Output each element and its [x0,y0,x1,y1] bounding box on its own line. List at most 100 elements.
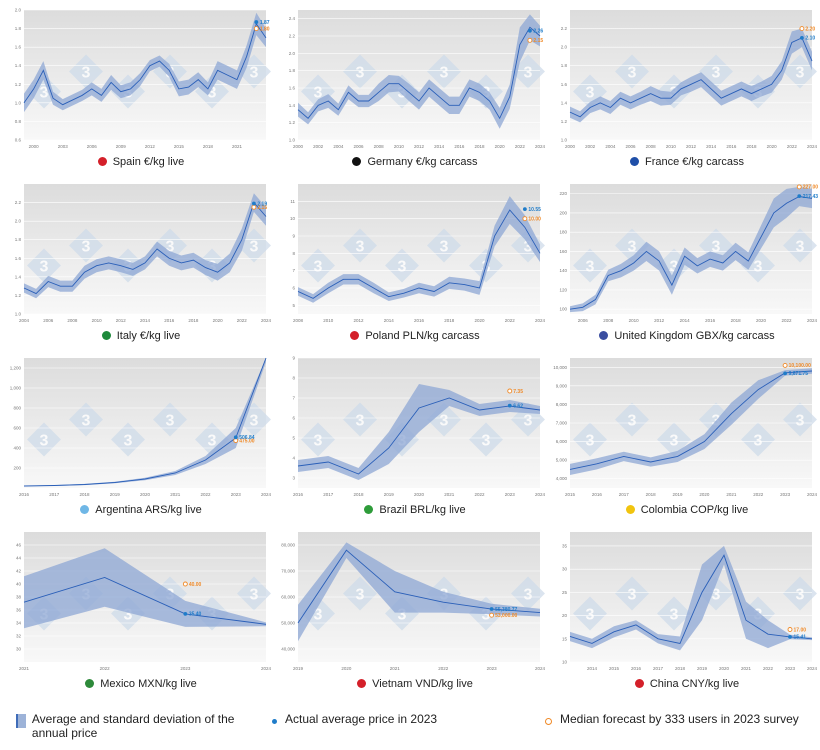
x-tick-label: 2016 [454,144,465,149]
x-tick-label: 2024 [535,318,546,323]
x-tick-label: 2000 [29,144,40,149]
x-tick-label: 2024 [261,318,272,323]
y-tick-label: 1.6 [289,86,296,91]
y-tick-label: 1.6 [15,256,22,261]
chart-svg: 3333333456789201620172018201920202021202… [292,356,545,498]
y-tick-label: 10 [562,660,568,665]
mean-line [23,357,267,487]
x-tick-label: 2022 [100,666,111,671]
forecast-marker [507,388,513,394]
watermark-text: 3 [124,433,133,450]
y-tick-label: 0.8 [15,119,22,124]
mean-line [569,554,813,644]
watermark-text: 3 [628,413,637,430]
chart-svg: 3333331.01.21.41.61.82.02.22.42000200220… [289,10,546,149]
actual-label: 10.55 [528,207,541,213]
y-tick-label: 5 [292,303,295,308]
y-tick-label: 20 [562,613,568,618]
forecast-marker [253,26,259,32]
watermark-text: 3 [82,65,91,82]
x-tick-label: 2004 [19,318,30,323]
y-tick-label: 60,000 [281,595,295,600]
watermark-text: 3 [440,239,449,256]
y-tick-label: 1.8 [15,26,22,31]
x-tick-label: 2012 [654,318,665,323]
caption-text: Brazil BRL/kg live [379,504,466,516]
y-tick-label: 0.6 [15,138,22,143]
x-tick-label: 2022 [763,666,774,671]
watermark-text: 3 [796,65,805,82]
x-tick-label: 2018 [474,144,485,149]
forecast-marker [522,216,528,222]
watermark-text: 3 [712,65,721,82]
watermark-text: 3 [524,413,533,430]
y-tick-label: 1.0 [15,100,22,105]
y-tick-label: 1.4 [15,63,22,68]
watermark-text: 3 [356,413,365,430]
x-tick-label: 2016 [631,666,642,671]
x-tick-label: 2012 [686,144,697,149]
legend-band-label: Average and standard deviation of the an… [31,712,235,740]
x-tick-label: 2018 [746,144,757,149]
x-tick-label: 2022 [782,318,793,323]
y-tick-label: 2.0 [561,45,568,50]
chart-caption: Mexico MXN/kg live [6,678,276,690]
actual-marker [252,201,256,206]
caption-text: France €/kg carcass [644,156,745,168]
caption-text: Mexico MXN/kg live [100,678,197,690]
watermark-text: 3 [628,239,637,256]
x-tick-label: 2021 [741,666,752,671]
x-tick-label: 2002 [585,144,596,149]
legend-band-swatch [16,714,26,728]
actual-label: 55,380.77 [495,607,517,613]
x-tick-label: 2020 [341,666,352,671]
chart-panel-4: 3333335678910112008201020122014201620182… [280,178,550,350]
plot-background [570,10,812,140]
y-tick-label: 800 [13,406,21,411]
y-tick-label: 140 [559,268,567,273]
x-tick-label: 2014 [434,144,445,149]
mean-line [23,201,267,295]
flag-icon [97,157,107,166]
watermark-text: 3 [754,259,763,276]
x-tick-label: 2015 [609,666,620,671]
x-tick-label: 2017 [653,666,664,671]
y-tick-label: 3 [292,476,295,481]
x-tick-label: 2012 [116,318,127,323]
x-tick-label: 2016 [705,318,716,323]
x-tick-label: 2023 [487,666,498,671]
caption-text: United Kingdom GBX/kg carcass [614,330,775,342]
forecast-marker [796,184,802,190]
watermark-text: 3 [166,239,175,256]
y-tick-label: 50,000 [281,621,295,626]
y-tick-label: 1.0 [15,312,22,317]
watermark-text: 3 [440,65,449,82]
flag-icon [85,679,95,688]
x-tick-label: 2024 [261,666,272,671]
x-tick-label: 2012 [353,318,364,323]
chart-grid: 3333330.60.81.01.21.41.61.82.02000200320… [6,8,819,691]
x-tick-label: 2010 [92,318,103,323]
y-tick-label: 2.2 [561,26,568,31]
mean-line [569,196,813,310]
y-tick-label: 44 [16,556,22,561]
x-tick-label: 2019 [697,666,708,671]
watermark-text: 3 [314,259,323,276]
watermark-text: 3 [250,65,259,82]
x-tick-label: 2000 [293,144,304,149]
x-tick-label: 2024 [261,492,272,497]
y-tick-label: 1.8 [289,68,296,73]
x-tick-label: 2022 [474,492,485,497]
x-tick-label: 2016 [293,492,304,497]
chart-caption: Italy €/kg live [6,330,276,342]
y-tick-label: 4 [292,456,295,461]
chart-svg: 3333331.01.21.41.61.82.02.22000200220042… [561,10,818,149]
x-tick-label: 2012 [414,144,425,149]
x-tick-label: 2014 [680,318,691,323]
watermark-text: 3 [40,433,49,450]
x-tick-label: 2022 [237,318,248,323]
x-tick-label: 2018 [444,318,455,323]
flag-icon [357,679,367,688]
chart-caption: Brazil BRL/kg live [280,504,550,516]
x-tick-label: 2014 [706,144,717,149]
